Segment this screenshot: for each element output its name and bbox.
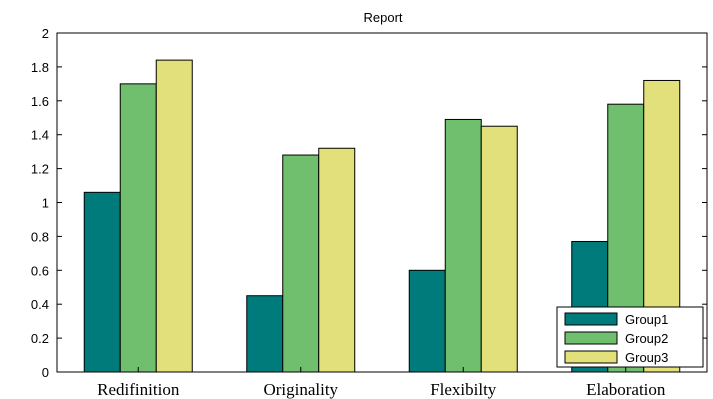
x-tick-label: Redifinition [97, 380, 180, 399]
y-tick-label: 1.8 [31, 60, 49, 75]
legend: Group1 Group2 Group3 [556, 306, 704, 368]
bar [408, 269, 446, 373]
legend-label: Group2 [625, 331, 668, 346]
y-tick-label: 1.6 [31, 94, 49, 109]
legend-swatch [564, 350, 618, 364]
y-tick-label: 2 [42, 26, 49, 41]
y-axis: 0 0.2 0.4 0.6 0.8 1 1.2 1.4 1.6 1.8 2 [31, 26, 707, 380]
x-tick-label: Flexibilty [430, 380, 497, 399]
y-tick-label: 0 [42, 365, 49, 380]
y-tick-label: 0.4 [31, 297, 49, 312]
bar [282, 154, 320, 373]
y-tick-label: 1.2 [31, 162, 49, 177]
legend-swatch [564, 331, 618, 345]
chart-title: Report [363, 10, 402, 25]
x-tick-label: Originality [263, 380, 338, 399]
y-tick-label: 0.6 [31, 263, 49, 278]
bar [480, 125, 518, 373]
bar [155, 59, 193, 373]
bar [318, 147, 356, 373]
x-axis: Redifinition Originality Flexibilty Elabora… [97, 367, 666, 399]
bar [246, 295, 284, 373]
y-tick-label: 1.4 [31, 128, 49, 143]
x-tick-label: Elaboration [586, 380, 666, 399]
y-tick-label: 1 [42, 196, 49, 211]
bar [119, 83, 157, 373]
bar [444, 118, 482, 373]
legend-label: Group3 [625, 350, 668, 365]
bar [83, 191, 121, 373]
y-tick-label: 0.2 [31, 331, 49, 346]
legend-label: Group1 [625, 312, 668, 327]
y-tick-label: 0.8 [31, 229, 49, 244]
legend-swatch [564, 312, 618, 326]
